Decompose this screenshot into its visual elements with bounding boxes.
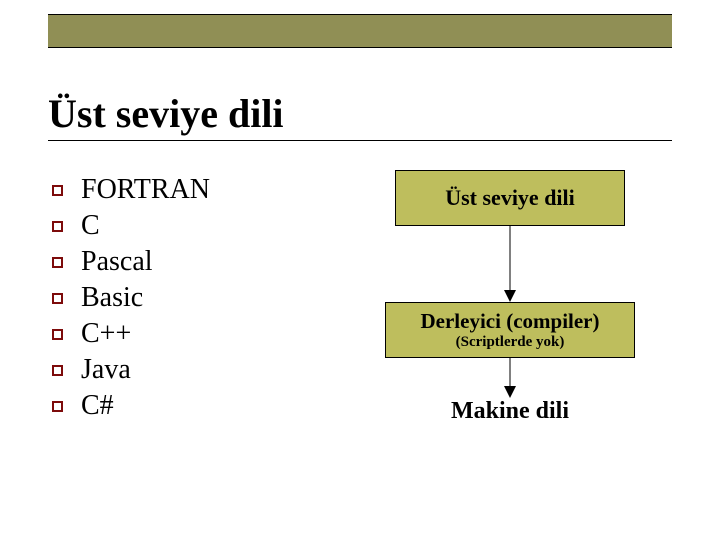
flow-box: Derleyici (compiler)(Scriptlerde yok) bbox=[385, 302, 635, 358]
page-title: Üst seviye dili bbox=[48, 90, 672, 143]
list-item-label: FORTRAN bbox=[81, 174, 210, 206]
arrow-down-icon bbox=[350, 226, 670, 302]
list-item: C# bbox=[52, 388, 210, 424]
flow-diagram: Üst seviye dili Derleyici (compiler)(Scri… bbox=[350, 170, 670, 425]
square-bullet-icon bbox=[52, 257, 63, 268]
list-item-label: Pascal bbox=[81, 246, 153, 278]
list-item-label: C++ bbox=[81, 318, 131, 350]
list-item: Pascal bbox=[52, 244, 210, 280]
list-item-label: Basic bbox=[81, 282, 143, 314]
square-bullet-icon bbox=[52, 365, 63, 376]
list-item-label: C# bbox=[81, 390, 114, 422]
square-bullet-icon bbox=[52, 293, 63, 304]
list-item: FORTRAN bbox=[52, 172, 210, 208]
flow-box-label: Derleyici (compiler) bbox=[421, 309, 600, 334]
list-item: C++ bbox=[52, 316, 210, 352]
decorative-band bbox=[48, 14, 672, 48]
language-list: FORTRAN C Pascal Basic C++ Java C# bbox=[52, 172, 210, 424]
list-item-label: Java bbox=[81, 354, 131, 386]
square-bullet-icon bbox=[52, 221, 63, 232]
arrow-down-icon bbox=[350, 358, 670, 398]
list-item-label: C bbox=[81, 210, 100, 242]
list-item: Basic bbox=[52, 280, 210, 316]
square-bullet-icon bbox=[52, 401, 63, 412]
list-item: C bbox=[52, 208, 210, 244]
title-underline bbox=[48, 140, 672, 141]
flow-box-label: Üst seviye dili bbox=[445, 185, 575, 211]
square-bullet-icon bbox=[52, 185, 63, 196]
list-item: Java bbox=[52, 352, 210, 388]
flow-box: Üst seviye dili bbox=[395, 170, 625, 226]
square-bullet-icon bbox=[52, 329, 63, 340]
flow-box-sublabel: (Scriptlerde yok) bbox=[456, 334, 565, 351]
flow-text: Makine dili bbox=[350, 398, 670, 425]
